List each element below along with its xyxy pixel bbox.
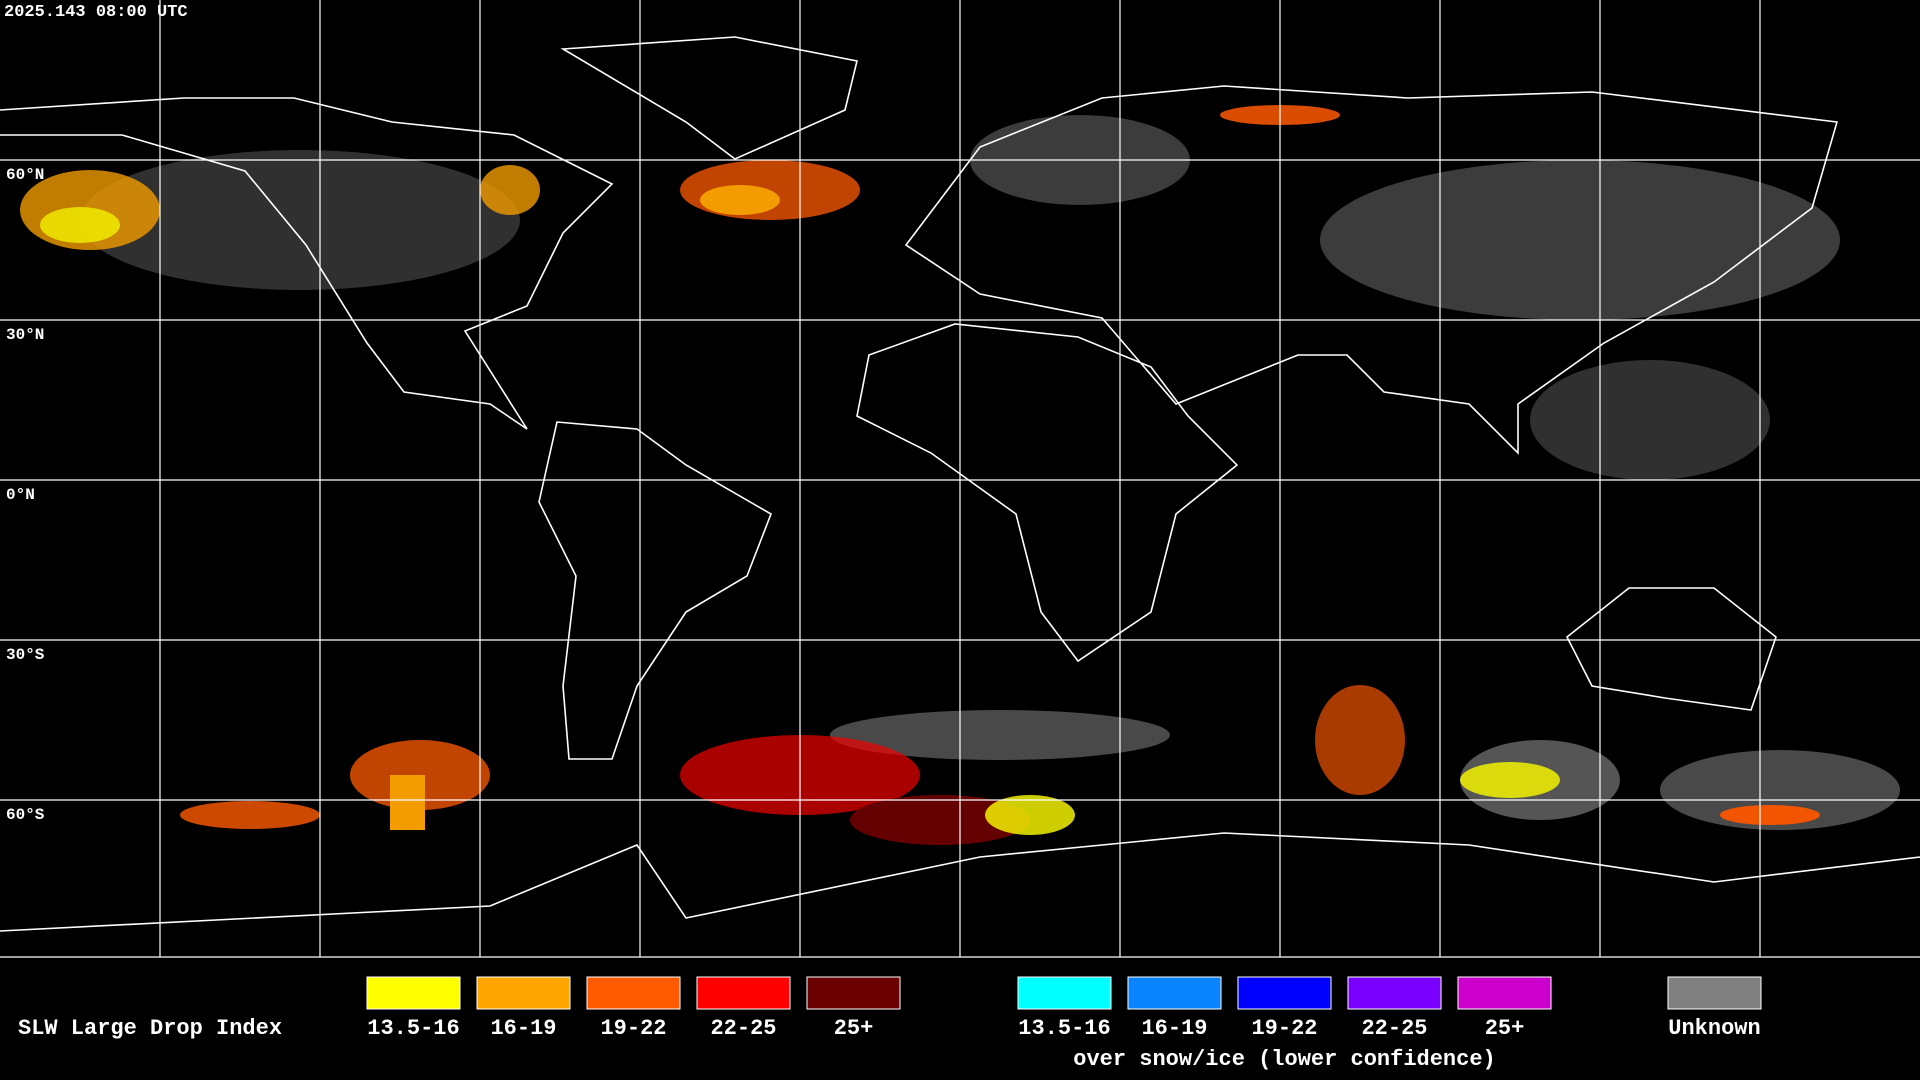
coast-greenland — [560, 36, 858, 160]
latitude-label: 30°S — [6, 646, 45, 664]
latitude-label: 30°N — [6, 326, 44, 344]
legend-label: 16-19 — [490, 1016, 556, 1041]
legend-swatch — [1347, 976, 1442, 1010]
legend-label: Unknown — [1668, 1016, 1760, 1041]
legend-label: 25+ — [1485, 1016, 1525, 1041]
timestamp: 2025.143 08:00 UTC — [4, 3, 188, 22]
legend-swatch — [696, 976, 791, 1010]
legend-label: 19-22 — [600, 1016, 666, 1041]
legend-caption: over snow/ice (lower confidence) — [1073, 1047, 1495, 1072]
coast-africa — [856, 323, 1239, 663]
latitude-label: 0°N — [6, 486, 35, 504]
coast-north-america — [0, 97, 614, 430]
legend: SLW Large Drop Index 13.5-16 16-19 19-22 22… — [18, 976, 1762, 1072]
latitude-labels: 60°N 30°N 0°N 30°S 60°S — [6, 166, 45, 824]
legend-swatch — [476, 976, 571, 1010]
legend-label: 19-22 — [1251, 1016, 1317, 1041]
latitude-label: 60°S — [6, 806, 45, 824]
legend-swatch — [1017, 976, 1112, 1010]
map: 60°N 30°N 0°N 30°S 60°S 2025.143 08:00 UTC — [0, 0, 1920, 958]
latitude-label: 60°N — [6, 166, 44, 184]
coast-australia — [1565, 587, 1777, 711]
legend-swatch — [366, 976, 461, 1010]
legend-swatch — [1127, 976, 1222, 1010]
legend-title: SLW Large Drop Index — [18, 1016, 282, 1041]
coastlines — [0, 36, 1920, 932]
legend-label: 13.5-16 — [367, 1016, 459, 1041]
legend-label: 16-19 — [1141, 1016, 1207, 1041]
legend-label: 13.5-16 — [1018, 1016, 1110, 1041]
coast-eurasia — [904, 85, 1839, 455]
legend-swatch — [1667, 976, 1762, 1010]
legend-swatch — [1457, 976, 1552, 1010]
legend-label: 25+ — [834, 1016, 874, 1041]
legend-swatch — [586, 976, 681, 1010]
coast-south-america — [538, 421, 772, 760]
legend-label: 22-25 — [1361, 1016, 1427, 1041]
legend-label: 22-25 — [710, 1016, 776, 1041]
coast-antarctica — [0, 832, 1920, 932]
graticule — [0, 0, 1920, 958]
legend-swatch — [1237, 976, 1332, 1010]
legend-swatch — [806, 976, 901, 1010]
